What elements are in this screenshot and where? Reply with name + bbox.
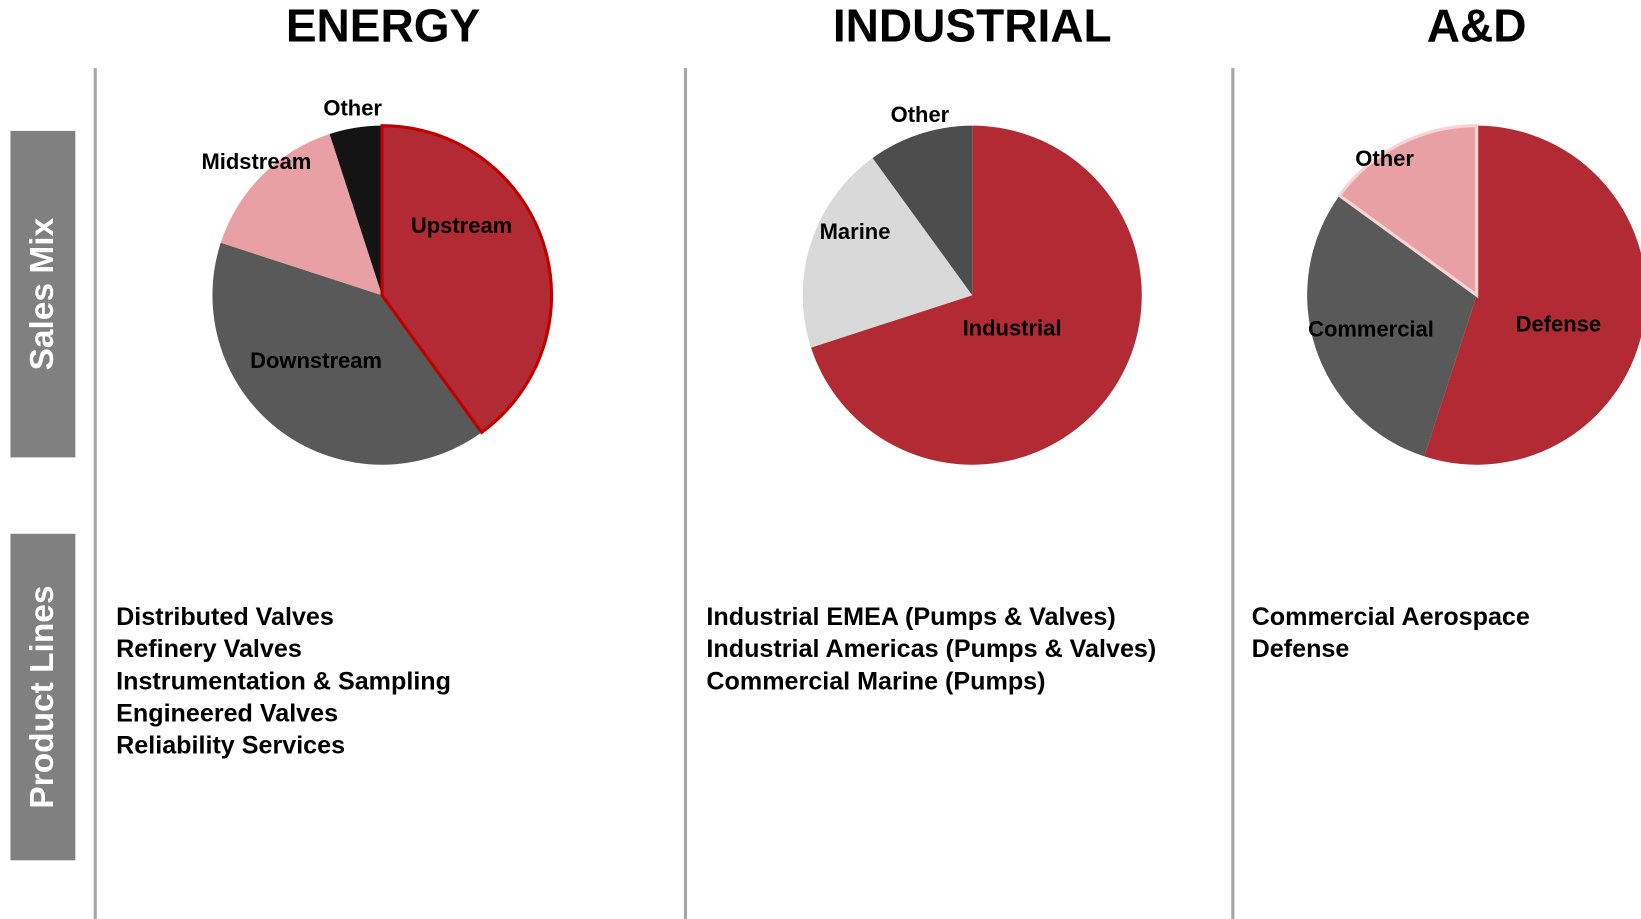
product-line: Instrumentation & Sampling	[116, 667, 451, 695]
section-title: INDUSTRIAL	[833, 0, 1112, 52]
pie-slice	[872, 125, 973, 296]
pie-slice	[1424, 125, 1641, 465]
product-line: Defense	[1252, 635, 1350, 663]
product-line: Distributed Valves	[116, 603, 334, 631]
pie-slice	[380, 124, 554, 435]
product-line: Refinery Valves	[116, 635, 302, 663]
side-bar	[10, 130, 76, 458]
product-line: Industrial EMEA (Pumps & Valves)	[706, 603, 1115, 631]
pie-slice	[329, 125, 382, 296]
pie-slice	[1337, 124, 1479, 299]
slice-label: Downstream	[250, 348, 382, 373]
slice-label: Other	[891, 102, 950, 127]
product-line: Commercial Marine (Pumps)	[706, 667, 1045, 695]
slice-label: Midstream	[201, 149, 311, 174]
section-title: ENERGY	[286, 0, 480, 52]
pie-slice	[220, 133, 382, 296]
product-line: Reliability Services	[116, 731, 345, 759]
slice-label: Commercial	[1308, 317, 1434, 342]
slice-label: Marine	[820, 219, 891, 244]
product-line: Commercial Aerospace	[1252, 603, 1530, 631]
pie-slice	[212, 242, 482, 465]
side-bar	[10, 533, 76, 861]
slice-label: Defense	[1516, 311, 1601, 336]
slice-label: Other	[323, 96, 382, 121]
side-label: Sales Mix	[24, 217, 61, 370]
slice-label: Upstream	[411, 213, 512, 238]
section-title: A&D	[1427, 0, 1527, 52]
product-line: Engineered Valves	[116, 699, 338, 727]
pie-slice	[811, 125, 1142, 465]
pie-slice	[802, 158, 973, 348]
side-label: Product Lines	[24, 585, 61, 808]
pie-slice	[1307, 195, 1477, 457]
product-line: Industrial Americas (Pumps & Valves)	[706, 635, 1156, 663]
slice-label: Industrial	[963, 316, 1062, 341]
slice-label: Other	[1355, 146, 1414, 171]
